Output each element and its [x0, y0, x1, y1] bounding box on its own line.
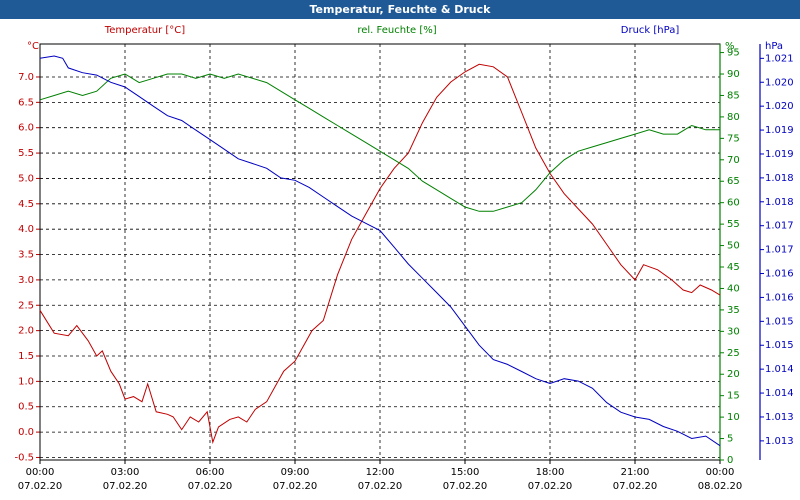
- temperature-tick-label: 0.5: [18, 402, 34, 413]
- temperature-tick-label: 3.5: [18, 250, 34, 261]
- humidity-tick-label: 95: [727, 48, 740, 59]
- temperature-tick-label: 7.0: [18, 72, 34, 83]
- humidity-tick-label: 65: [727, 176, 740, 187]
- humidity-tick-label: 40: [727, 283, 740, 294]
- temperature-line: [39, 63, 721, 445]
- humidity-tick-label: 10: [727, 412, 740, 423]
- humidity-tick-label: 60: [727, 198, 740, 209]
- pressure-tick-label: 1.017: [765, 221, 794, 232]
- humidity-tick-label: 45: [727, 262, 740, 273]
- humidity-tick-label: 15: [727, 391, 740, 402]
- temperature-tick-label: 2.5: [18, 300, 34, 311]
- humidity-legend: rel. Feuchte [%]: [357, 25, 436, 36]
- pressure-tick-label: 1.015: [765, 316, 794, 327]
- pressure-tick-label: 1.018: [765, 197, 794, 208]
- pressure-tick-label: 1.014: [765, 364, 794, 375]
- x-tick-time: 00:00: [26, 467, 55, 478]
- series: [39, 55, 721, 447]
- chart-plot: 7.0 6.5 6.0 5.5 5.0 4.5 4.0 3.5 3.0 2.5 2.0 1.5 1.0 0…: [14, 25, 793, 492]
- temperature-tick-label: 5.5: [18, 148, 34, 159]
- pressure-line: [39, 55, 721, 447]
- humidity-tick-label: 85: [727, 90, 740, 101]
- temperature-tick-label: 6.0: [18, 123, 34, 134]
- window-title: Temperatur, Feuchte & Druck: [0, 0, 800, 19]
- pressure-tick-label: 1.019: [765, 125, 794, 136]
- pressure-tick-label: 1.018: [765, 173, 794, 184]
- humidity-tick-label: 55: [727, 219, 740, 230]
- temperature-unit: °C: [27, 41, 39, 52]
- temperature-tick-label: 1.5: [18, 351, 34, 362]
- humidity-tick-label: 90: [727, 69, 740, 80]
- x-tick-time: 18:00: [536, 467, 565, 478]
- humidity-tick-label: 30: [727, 326, 740, 337]
- x-tick-time: 03:00: [111, 467, 140, 478]
- temperature-tick-label: 3.0: [18, 275, 34, 286]
- humidity-tick-label: 80: [727, 112, 740, 123]
- x-tick-time: 00:00: [706, 467, 735, 478]
- temperature-tick-label: 4.0: [18, 224, 34, 235]
- humidity-unit: %: [725, 41, 735, 52]
- temperature-tick-label: 6.5: [18, 97, 34, 108]
- x-tick-date: 07.02.20: [358, 481, 403, 492]
- x-tick-date: 08.02.20: [698, 481, 743, 492]
- x-tick-date: 07.02.20: [443, 481, 488, 492]
- pressure-tick-label: 1.013: [765, 436, 794, 447]
- x-tick-time: 15:00: [451, 467, 480, 478]
- pressure-tick-label: 1.020: [765, 101, 794, 112]
- humidity-tick-label: 75: [727, 133, 740, 144]
- temperature-tick-label: 2.0: [18, 326, 34, 337]
- pressure-tick-label: 1.019: [765, 149, 794, 160]
- x-tick-date: 07.02.20: [18, 481, 63, 492]
- temperature-tick-label: 4.5: [18, 199, 34, 210]
- pressure-unit: hPa: [765, 41, 783, 52]
- humidity-tick-label: 0: [727, 455, 733, 466]
- x-tick-time: 12:00: [366, 467, 395, 478]
- x-tick-time: 21:00: [621, 467, 650, 478]
- humidity-tick-label: 50: [727, 241, 740, 252]
- pressure-legend: Druck [hPa]: [621, 25, 680, 36]
- x-tick-date: 07.02.20: [613, 481, 658, 492]
- x-tick-date: 07.02.20: [188, 481, 233, 492]
- humidity-tick-label: 25: [727, 348, 740, 359]
- humidity-tick-label: 20: [727, 369, 740, 380]
- pressure-tick-label: 1.017: [765, 245, 794, 256]
- humidity-line: [39, 73, 720, 212]
- x-tick-date: 07.02.20: [273, 481, 318, 492]
- pressure-tick-label: 1.021: [765, 53, 794, 64]
- x-tick-time: 09:00: [281, 467, 310, 478]
- pressure-tick-label: 1.020: [765, 77, 794, 88]
- pressure-tick-label: 1.013: [765, 412, 794, 423]
- pressure-tick-label: 1.015: [765, 340, 794, 351]
- pressure-tick-label: 1.016: [765, 269, 794, 280]
- x-tick-time: 06:00: [196, 467, 225, 478]
- axes: [36, 43, 764, 464]
- humidity-tick-label: 35: [727, 305, 740, 316]
- x-tick-date: 07.02.20: [528, 481, 573, 492]
- humidity-tick-label: 5: [727, 434, 733, 445]
- pressure-tick-label: 1.014: [765, 388, 794, 399]
- pressure-tick-label: 1.016: [765, 292, 794, 303]
- humidity-tick-label: 70: [727, 155, 740, 166]
- axis-labels: 7.0 6.5 6.0 5.5 5.0 4.5 4.0 3.5 3.0 2.5 2.0 1.5 1.0 0…: [14, 25, 793, 492]
- temperature-tick-label: 0.0: [18, 427, 34, 438]
- temperature-legend: Temperatur [°C]: [104, 25, 185, 36]
- temperature-tick-label: 1.0: [18, 376, 34, 387]
- temperature-tick-label: -0.5: [14, 452, 34, 463]
- temperature-tick-label: 5.0: [18, 173, 34, 184]
- grid: [40, 44, 720, 460]
- x-tick-date: 07.02.20: [103, 481, 148, 492]
